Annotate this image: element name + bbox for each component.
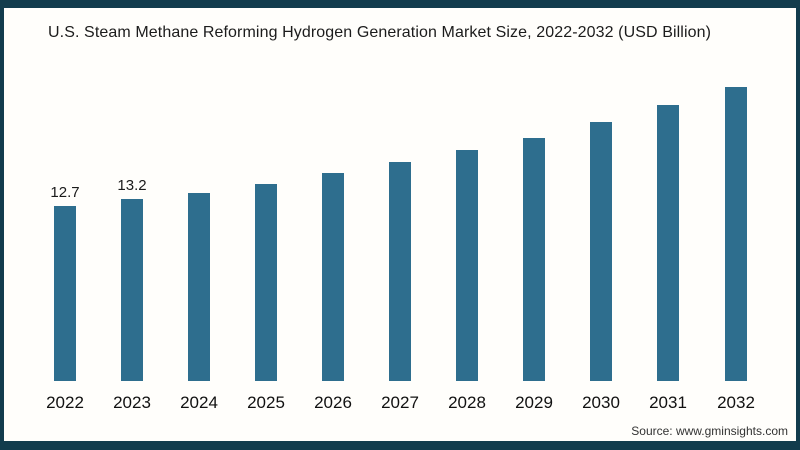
x-axis-label-2031: 2031: [649, 393, 687, 412]
bar-chart: 12.7 2022 13.2 2023 2024 2025 2026 2027 2028 2029…: [4, 8, 796, 441]
x-axis-label-2022: 2022: [46, 393, 84, 412]
x-axis-label-2025: 2025: [247, 393, 285, 412]
x-axis-label-2029: 2029: [515, 393, 553, 412]
x-axis-label-2032: 2032: [717, 393, 755, 412]
bar-2026: [322, 173, 344, 381]
bar-2028: [456, 150, 478, 381]
bar-2029: [523, 138, 545, 381]
x-axis-label-2027: 2027: [381, 393, 419, 412]
bar-value-label-2023: 13.2: [117, 177, 147, 194]
bar-value-label-2022: 12.7: [50, 184, 80, 201]
x-axis-label-2026: 2026: [314, 393, 352, 412]
bar-2031: [657, 105, 679, 381]
bar-2032: [725, 87, 747, 381]
x-axis-label-2028: 2028: [448, 393, 486, 412]
x-axis-label-2030: 2030: [582, 393, 620, 412]
bar-2030: [590, 122, 612, 381]
bar-2022: [54, 206, 76, 381]
bar-2023: [121, 199, 143, 381]
bar-2027: [389, 162, 411, 381]
bar-2024: [188, 193, 210, 381]
bar-2025: [255, 184, 277, 381]
x-axis-label-2024: 2024: [180, 393, 218, 412]
chart-title: U.S. Steam Methane Reforming Hydrogen Ge…: [48, 24, 712, 41]
x-axis-label-2023: 2023: [113, 393, 151, 412]
source-credit: Source: www.gminsights.com: [631, 424, 788, 438]
